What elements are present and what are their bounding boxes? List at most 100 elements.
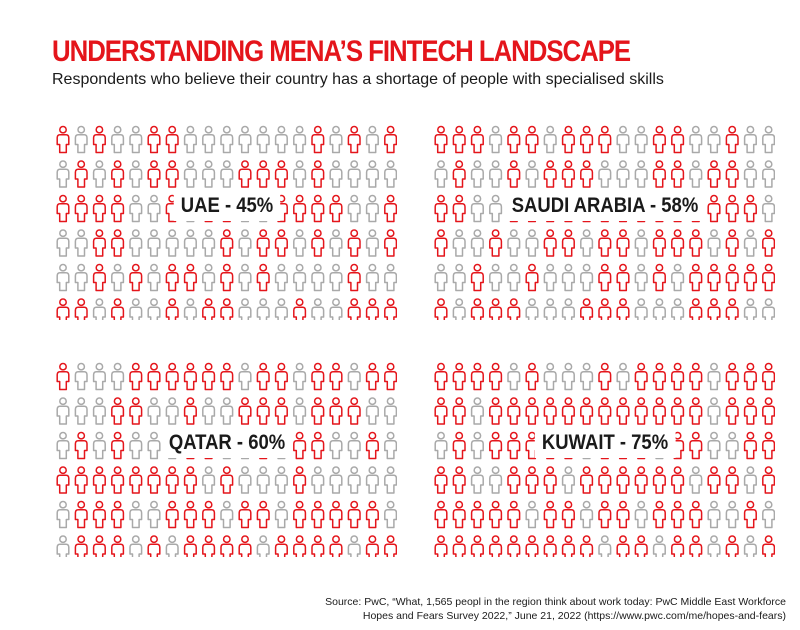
pictogram-panel-saudi-arabia: SAUDI ARABIA - 58% — [427, 120, 775, 320]
person-icon-highlighted — [165, 500, 179, 529]
person-icon — [329, 160, 343, 188]
person-icon-highlighted — [507, 466, 521, 494]
person-icon-highlighted — [580, 397, 594, 425]
person-icon-highlighted — [220, 466, 234, 494]
person-icon-highlighted — [165, 125, 179, 154]
person-icon — [634, 263, 648, 292]
person-icon-highlighted — [256, 263, 270, 292]
person-icon-highlighted — [384, 229, 397, 257]
person-icon — [561, 263, 575, 292]
person-icon — [365, 263, 379, 292]
person-icon-highlighted — [470, 362, 484, 391]
person-icon — [543, 362, 557, 391]
person-icon-highlighted — [293, 500, 307, 529]
person-icon-highlighted — [707, 298, 721, 320]
person-icon — [329, 125, 343, 154]
person-icon-highlighted — [311, 125, 325, 154]
person-icon-highlighted — [489, 229, 503, 257]
person-icon — [202, 229, 216, 257]
person-icon — [525, 298, 539, 320]
person-icon-highlighted — [725, 160, 739, 188]
person-icon — [384, 263, 397, 292]
person-icon — [92, 431, 106, 460]
person-icon-highlighted — [707, 263, 721, 292]
person-icon-highlighted — [452, 160, 466, 188]
person-icon-highlighted — [470, 263, 484, 292]
person-icon-highlighted — [111, 397, 125, 425]
person-icon — [238, 263, 252, 292]
person-icon — [92, 362, 106, 391]
person-icon — [452, 263, 466, 292]
person-icon-highlighted — [452, 500, 466, 529]
person-icon — [762, 160, 775, 188]
person-icon-highlighted — [689, 535, 703, 557]
person-icon-highlighted — [329, 535, 343, 557]
person-icon — [489, 194, 503, 223]
person-icon — [311, 298, 325, 320]
person-icon-highlighted — [347, 125, 361, 154]
person-icon-highlighted — [147, 160, 161, 188]
person-icon — [293, 397, 307, 425]
person-icon — [762, 298, 775, 320]
person-icon — [762, 500, 775, 529]
person-icon-highlighted — [580, 535, 594, 557]
person-icon — [220, 125, 234, 154]
person-icon-highlighted — [762, 466, 775, 494]
person-icon — [489, 263, 503, 292]
person-icon-highlighted — [725, 263, 739, 292]
person-icon-highlighted — [256, 500, 270, 529]
person-icon — [543, 125, 557, 154]
person-icon-highlighted — [311, 229, 325, 257]
person-icon — [92, 160, 106, 188]
person-icon — [743, 160, 757, 188]
person-icon-highlighted — [56, 298, 70, 320]
person-icon-highlighted — [598, 362, 612, 391]
person-icon — [202, 397, 216, 425]
person-icon-highlighted — [616, 298, 630, 320]
person-icon — [580, 229, 594, 257]
person-icon — [202, 125, 216, 154]
person-icon — [256, 535, 270, 557]
person-icon — [293, 362, 307, 391]
person-icon — [762, 125, 775, 154]
person-icon-highlighted — [311, 160, 325, 188]
person-icon-highlighted — [74, 431, 88, 460]
person-icon-highlighted — [762, 263, 775, 292]
person-icon — [274, 125, 288, 154]
person-icon-highlighted — [470, 125, 484, 154]
person-icon-highlighted — [652, 397, 666, 425]
person-icon-highlighted — [256, 362, 270, 391]
person-icon — [238, 362, 252, 391]
person-icon-highlighted — [274, 535, 288, 557]
person-icon — [329, 298, 343, 320]
person-icon-highlighted — [489, 431, 503, 460]
person-icon-highlighted — [365, 500, 379, 529]
person-icon-highlighted — [384, 194, 397, 223]
person-icon-highlighted — [274, 362, 288, 391]
person-icon — [434, 431, 448, 460]
person-icon-highlighted — [652, 125, 666, 154]
person-icon — [329, 229, 343, 257]
person-icon-highlighted — [689, 298, 703, 320]
person-icon-highlighted — [111, 535, 125, 557]
person-icon-highlighted — [634, 466, 648, 494]
person-icon-highlighted — [452, 362, 466, 391]
person-icon — [434, 263, 448, 292]
person-icon — [470, 397, 484, 425]
chart-subtitle: Respondents who believe their country ha… — [52, 71, 664, 88]
person-icon-highlighted — [616, 535, 630, 557]
person-icon-highlighted — [762, 397, 775, 425]
person-icon-highlighted — [725, 229, 739, 257]
person-icon-highlighted — [74, 500, 88, 529]
person-icon — [129, 431, 143, 460]
panel-label-kuwait: KUWAIT - 75% — [534, 428, 675, 458]
person-icon-highlighted — [238, 397, 252, 425]
person-icon-highlighted — [525, 397, 539, 425]
person-icon-highlighted — [470, 500, 484, 529]
person-icon-highlighted — [452, 397, 466, 425]
person-icon-highlighted — [311, 535, 325, 557]
person-icon — [743, 125, 757, 154]
person-icon-highlighted — [311, 500, 325, 529]
person-icon — [56, 431, 70, 460]
person-icon — [256, 125, 270, 154]
